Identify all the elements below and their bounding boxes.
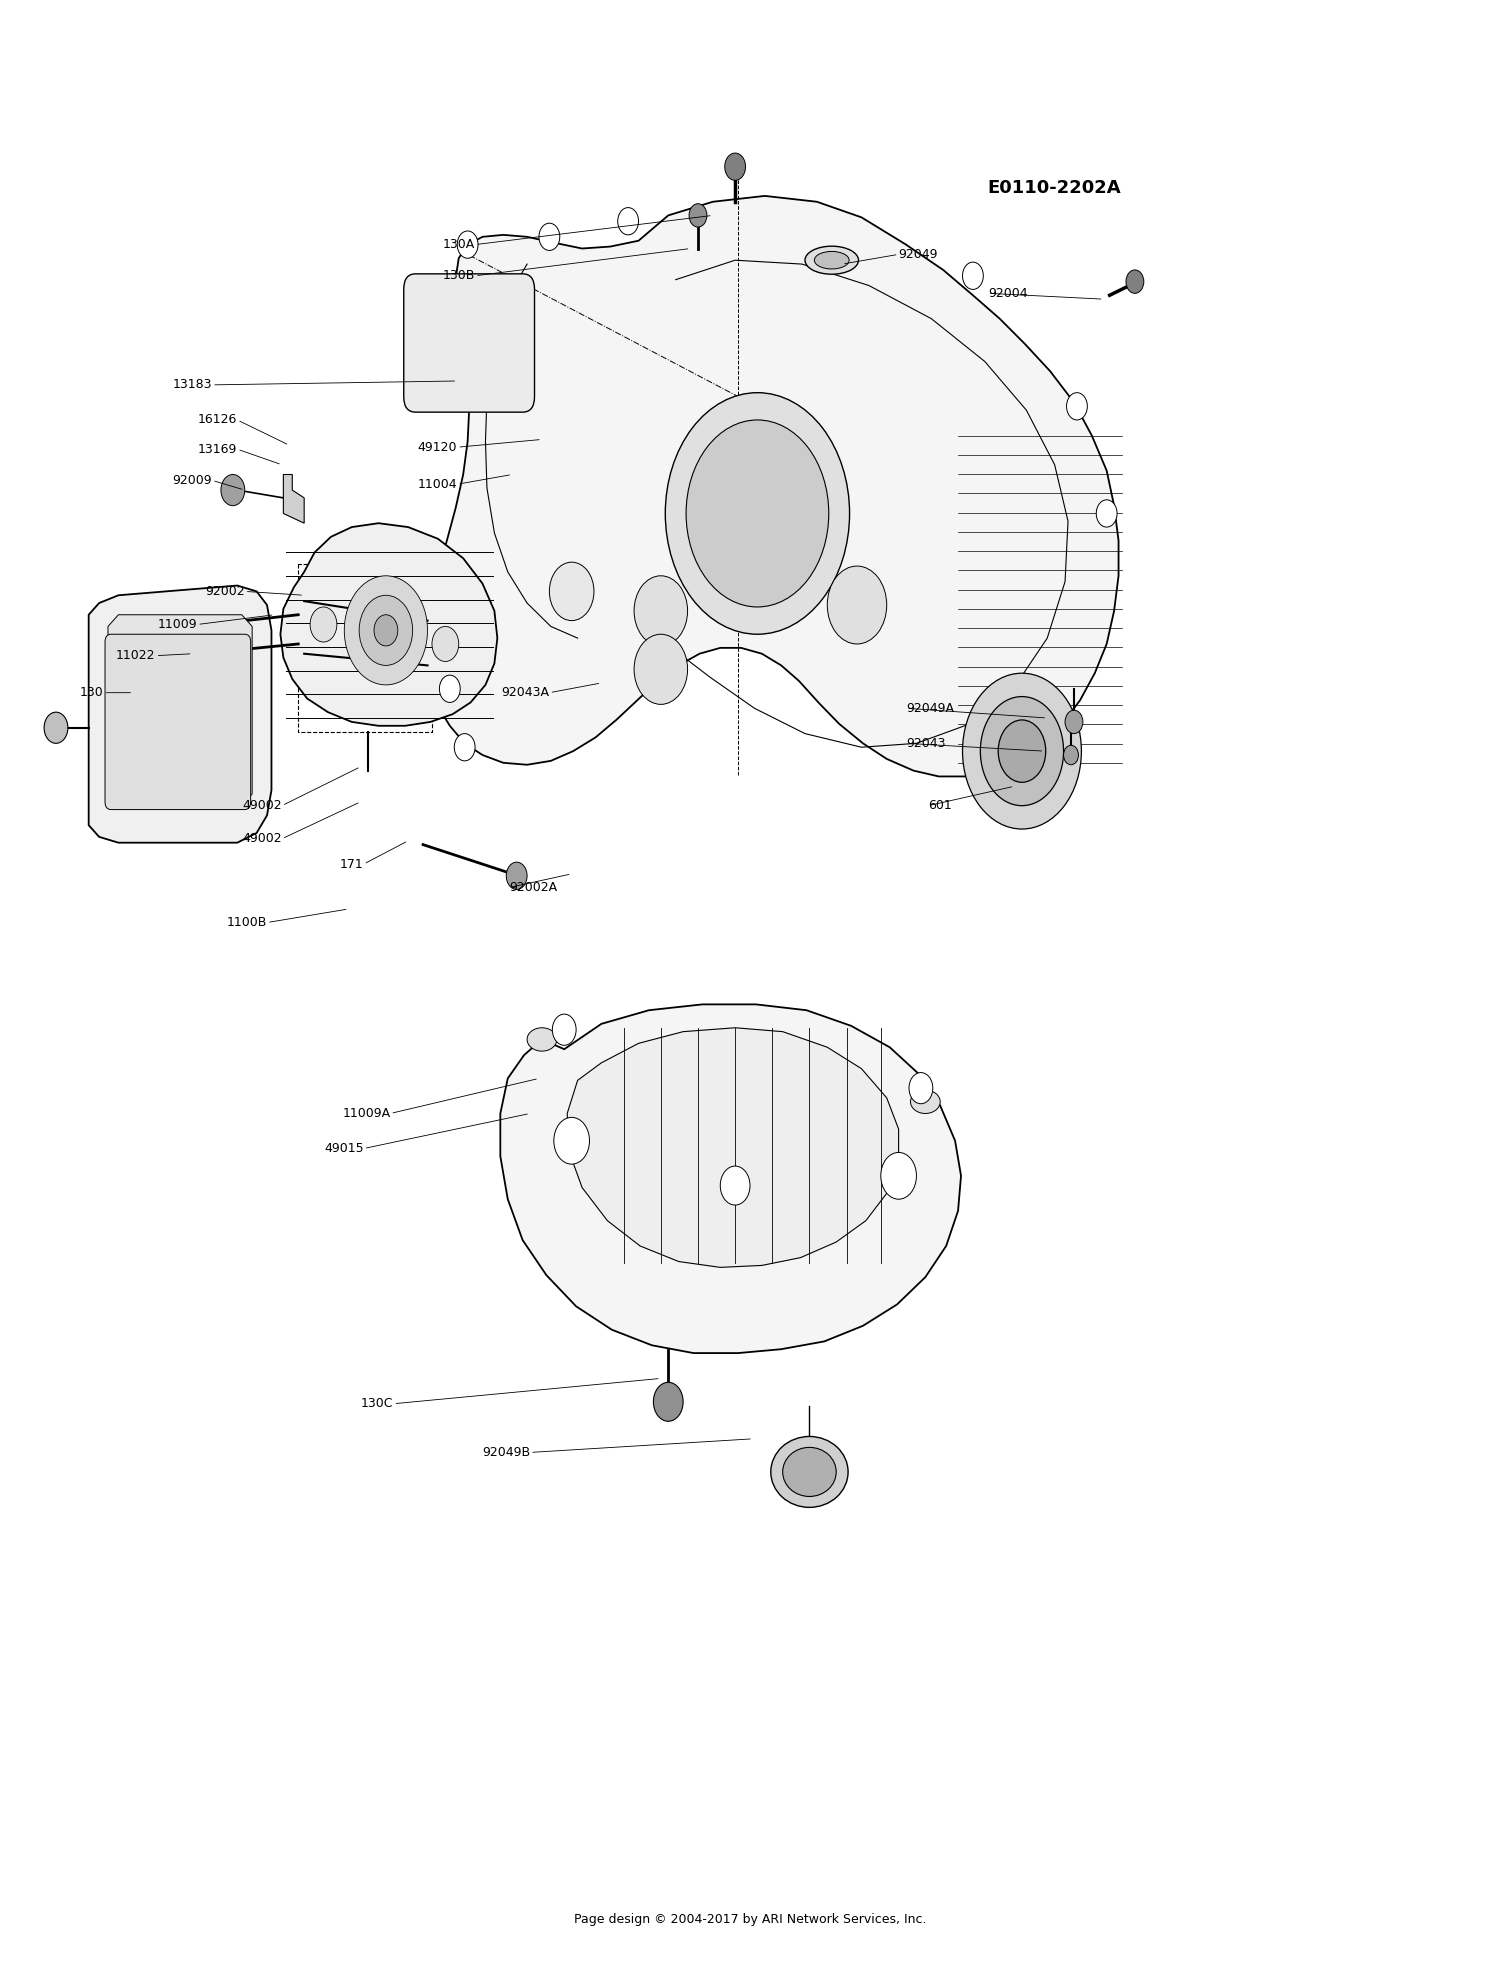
- Polygon shape: [501, 1005, 962, 1354]
- Circle shape: [454, 734, 476, 761]
- Polygon shape: [280, 524, 498, 726]
- Circle shape: [732, 481, 768, 528]
- Circle shape: [634, 575, 687, 645]
- Circle shape: [374, 614, 398, 645]
- Text: 92049: 92049: [898, 247, 938, 261]
- Polygon shape: [427, 196, 1119, 777]
- Polygon shape: [108, 614, 252, 806]
- Circle shape: [1065, 710, 1083, 734]
- Text: 92043: 92043: [906, 738, 945, 749]
- Ellipse shape: [783, 1448, 836, 1497]
- Circle shape: [1126, 271, 1144, 292]
- Circle shape: [981, 697, 1064, 806]
- Circle shape: [1066, 392, 1088, 420]
- Circle shape: [998, 720, 1045, 783]
- Circle shape: [358, 594, 413, 665]
- Text: 11009: 11009: [158, 618, 196, 632]
- Circle shape: [310, 606, 338, 642]
- Text: 92004: 92004: [988, 286, 1028, 300]
- Circle shape: [634, 634, 687, 704]
- Text: 11009A: 11009A: [342, 1107, 390, 1120]
- Circle shape: [538, 224, 560, 251]
- FancyBboxPatch shape: [404, 275, 534, 412]
- Text: 130A: 130A: [442, 237, 476, 251]
- Circle shape: [880, 1152, 916, 1199]
- Text: Page design © 2004-2017 by ARI Network Services, Inc.: Page design © 2004-2017 by ARI Network S…: [573, 1913, 926, 1927]
- Circle shape: [654, 1383, 682, 1420]
- Circle shape: [963, 673, 1082, 830]
- Text: 130B: 130B: [442, 269, 476, 283]
- Text: 92049B: 92049B: [482, 1446, 530, 1460]
- Text: 601: 601: [928, 799, 952, 812]
- Ellipse shape: [806, 245, 858, 275]
- Text: 92009: 92009: [172, 475, 211, 487]
- Circle shape: [828, 567, 886, 644]
- Text: 92002: 92002: [206, 585, 245, 598]
- Circle shape: [552, 1014, 576, 1046]
- Text: E0110-2202A: E0110-2202A: [988, 179, 1122, 196]
- Circle shape: [1096, 500, 1118, 528]
- Text: 130C: 130C: [362, 1397, 393, 1411]
- Text: 49015: 49015: [324, 1142, 363, 1156]
- Circle shape: [618, 208, 639, 235]
- Circle shape: [44, 712, 68, 744]
- Circle shape: [507, 861, 526, 889]
- Circle shape: [549, 563, 594, 620]
- Ellipse shape: [910, 1091, 940, 1114]
- Circle shape: [432, 626, 459, 661]
- Circle shape: [666, 392, 849, 634]
- Ellipse shape: [815, 251, 849, 269]
- Circle shape: [686, 420, 830, 606]
- FancyBboxPatch shape: [105, 634, 250, 810]
- Circle shape: [724, 153, 746, 181]
- Text: 130: 130: [80, 687, 104, 698]
- Text: 49002: 49002: [243, 799, 282, 812]
- Circle shape: [440, 675, 460, 702]
- Circle shape: [720, 1165, 750, 1205]
- Text: 11022: 11022: [116, 649, 156, 661]
- Text: 13169: 13169: [198, 443, 237, 455]
- Circle shape: [458, 232, 478, 259]
- Text: 13183: 13183: [172, 379, 211, 390]
- Text: 11004: 11004: [417, 477, 458, 490]
- Ellipse shape: [526, 1028, 556, 1052]
- Polygon shape: [88, 585, 272, 844]
- Circle shape: [345, 575, 427, 685]
- Circle shape: [688, 204, 706, 228]
- Text: 49002: 49002: [243, 832, 282, 846]
- Ellipse shape: [771, 1436, 847, 1507]
- Circle shape: [963, 263, 984, 290]
- Polygon shape: [284, 475, 304, 524]
- Text: 171: 171: [340, 857, 363, 871]
- Circle shape: [220, 475, 245, 506]
- Polygon shape: [567, 1028, 898, 1267]
- Text: 1100B: 1100B: [226, 916, 267, 930]
- Circle shape: [554, 1118, 590, 1163]
- Circle shape: [909, 1073, 933, 1105]
- Text: 92049A: 92049A: [906, 702, 954, 714]
- Text: 92002A: 92002A: [510, 881, 558, 895]
- Circle shape: [1064, 746, 1078, 765]
- Text: 16126: 16126: [198, 414, 237, 426]
- Text: 49120: 49120: [417, 441, 458, 453]
- Text: 92043A: 92043A: [501, 687, 549, 698]
